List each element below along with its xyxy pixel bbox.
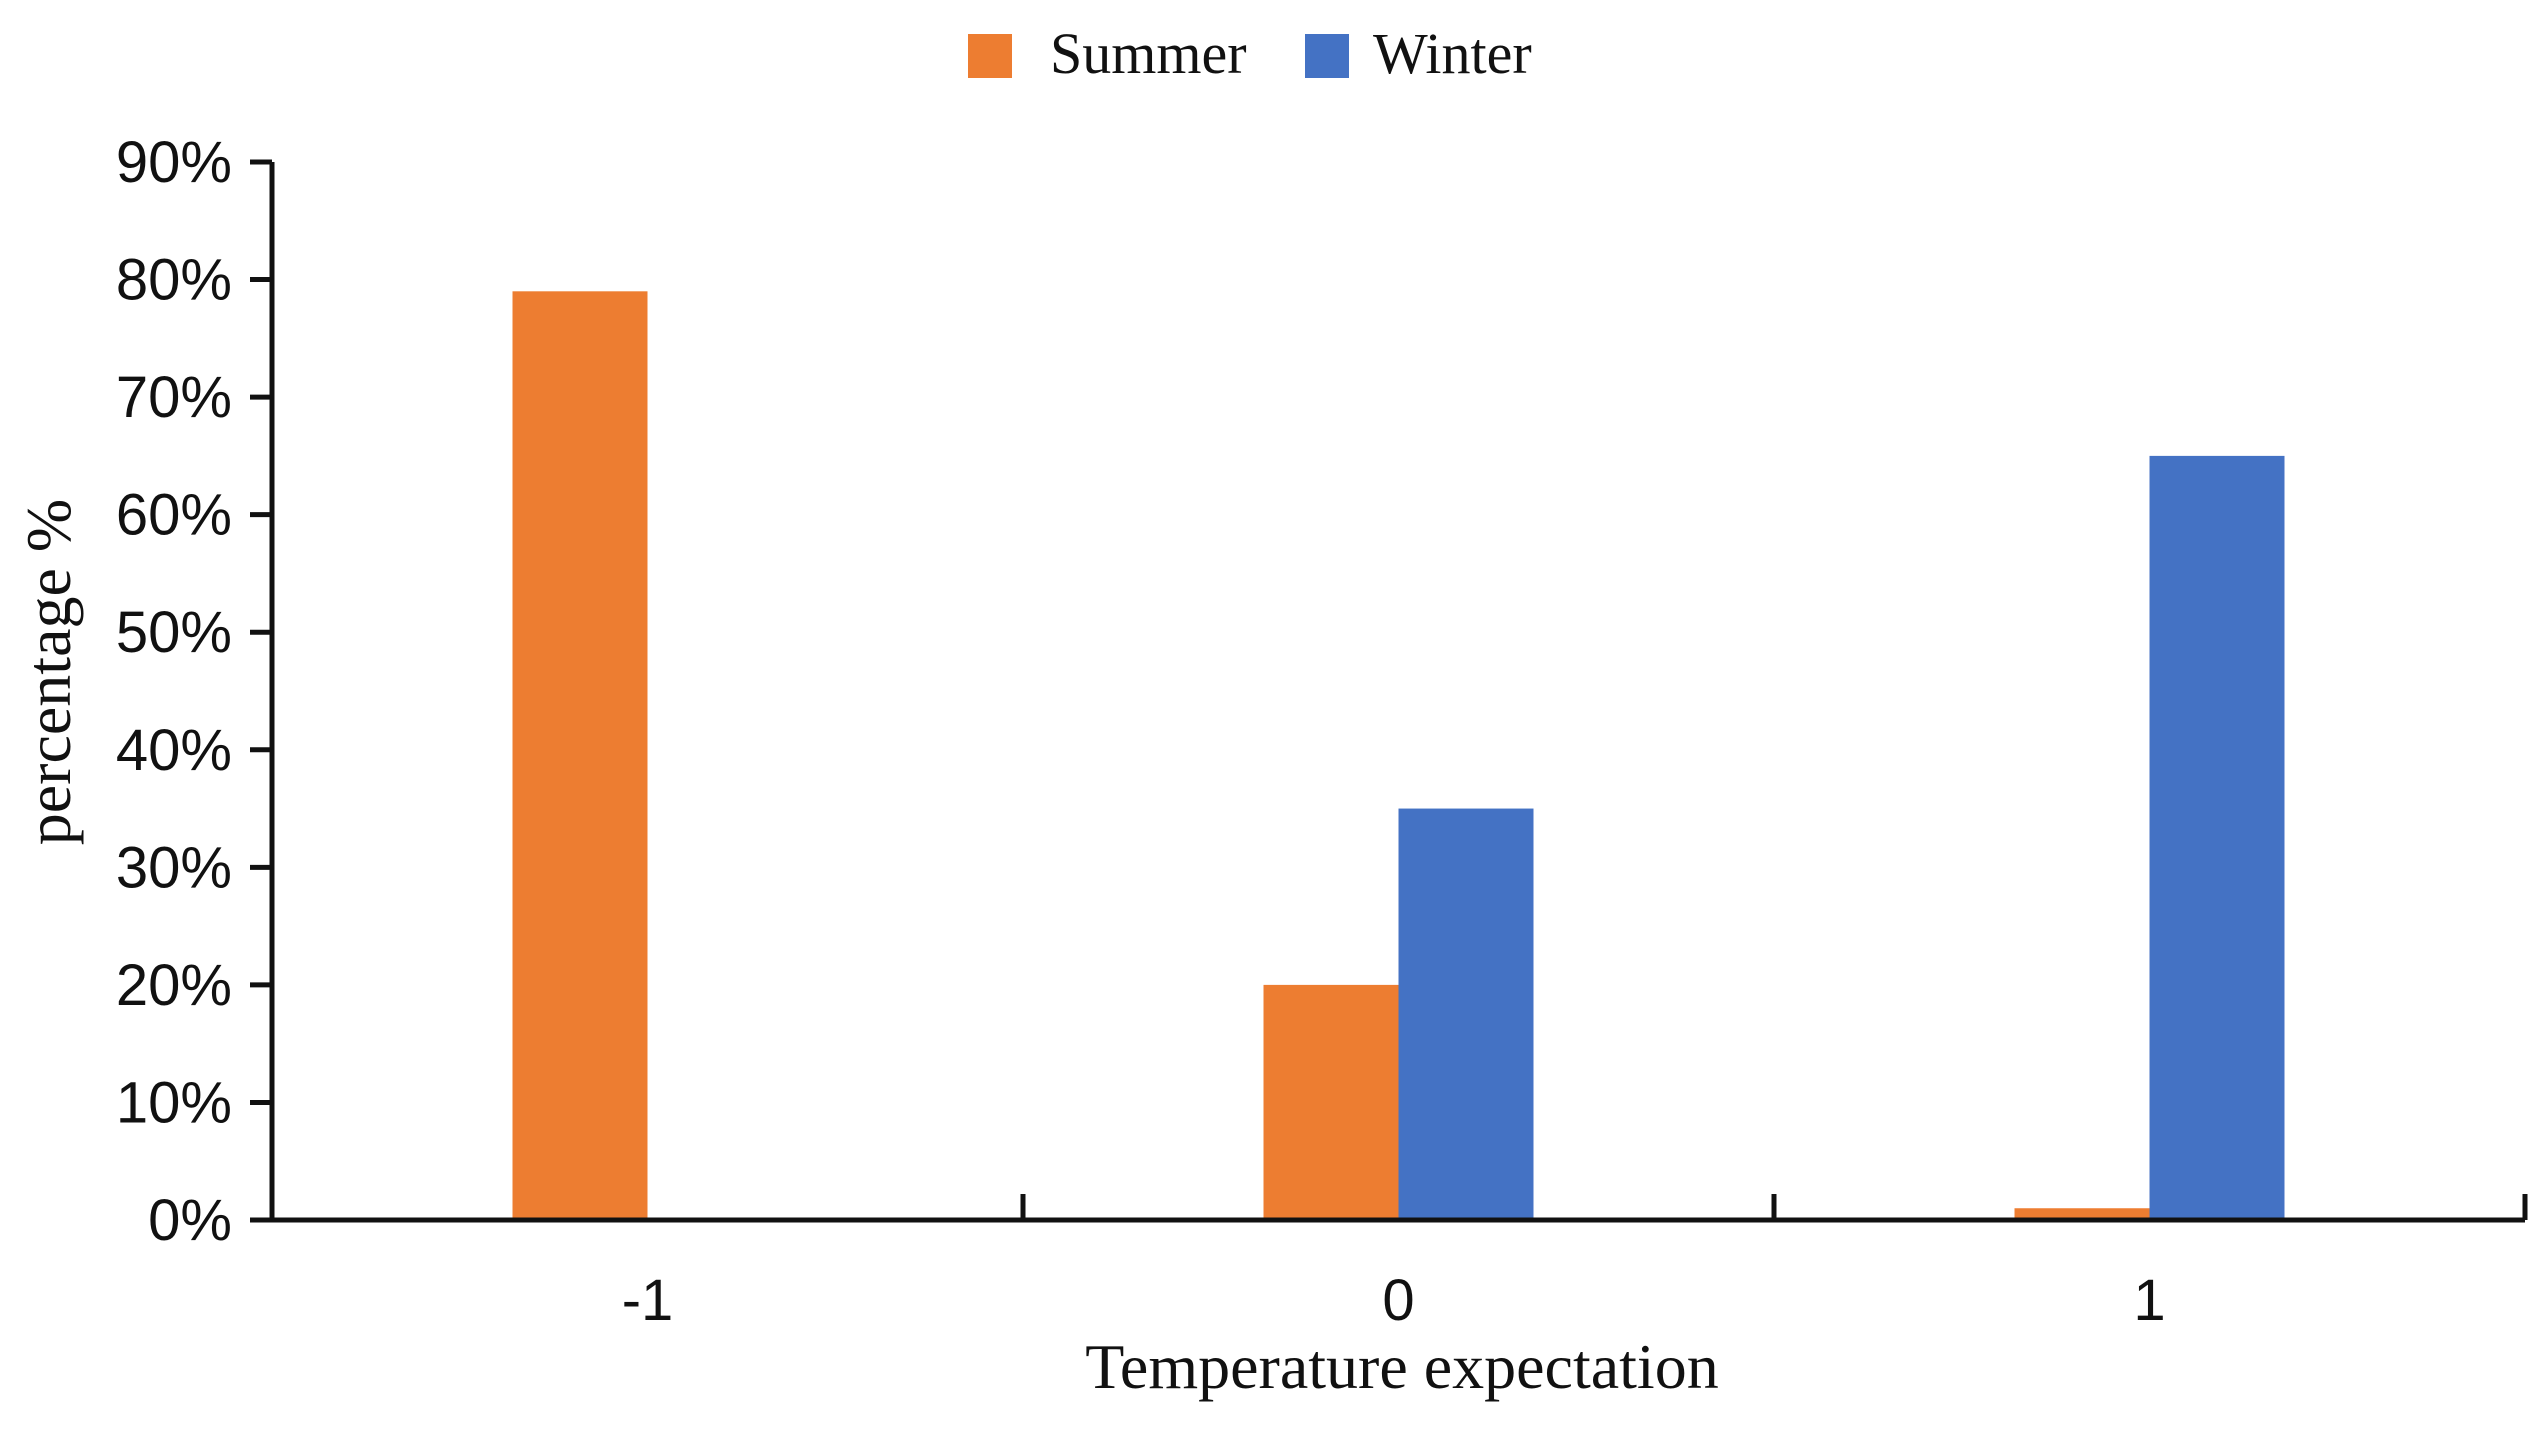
bar-summer-1 bbox=[2014, 1208, 2150, 1220]
legend-label-summer: Summer bbox=[1050, 21, 1247, 86]
legend-swatch-winter bbox=[1305, 34, 1349, 78]
x-axis-ticks: -1 0 1 bbox=[622, 1194, 2528, 1333]
y-tick-label: 60% bbox=[116, 483, 232, 548]
bars bbox=[512, 291, 2285, 1220]
y-tick-label: 0% bbox=[148, 1188, 232, 1253]
bar-summer--1 bbox=[512, 291, 648, 1220]
y-tick-label: 10% bbox=[116, 1070, 232, 1135]
y-tick-label: 20% bbox=[116, 953, 232, 1018]
x-tick-label: 1 bbox=[2133, 1268, 2165, 1333]
y-tick-label: 50% bbox=[116, 600, 232, 665]
y-tick-label: 80% bbox=[116, 248, 232, 313]
y-tick-label: 90% bbox=[116, 130, 232, 195]
y-axis-title: percentage % bbox=[13, 499, 84, 845]
bar-summer-0 bbox=[1263, 984, 1399, 1220]
bar-winter-0 bbox=[1398, 808, 1534, 1220]
legend-label-winter: Winter bbox=[1373, 21, 1532, 86]
y-axis-ticks: 0% 10% 20% 30% 40% 50% 60% 70% 80% 90% bbox=[116, 130, 272, 1253]
x-tick-label: -1 bbox=[622, 1268, 674, 1333]
x-axis-title: Temperature expectation bbox=[1085, 1331, 1718, 1402]
bar-winter-1 bbox=[2149, 455, 2285, 1220]
y-tick-label: 30% bbox=[116, 835, 232, 900]
y-tick-label: 70% bbox=[116, 365, 232, 430]
y-tick-label: 40% bbox=[116, 718, 232, 783]
legend: Summer Winter bbox=[968, 21, 1532, 86]
x-tick-label: 0 bbox=[1382, 1268, 1414, 1333]
legend-swatch-summer bbox=[968, 34, 1012, 78]
